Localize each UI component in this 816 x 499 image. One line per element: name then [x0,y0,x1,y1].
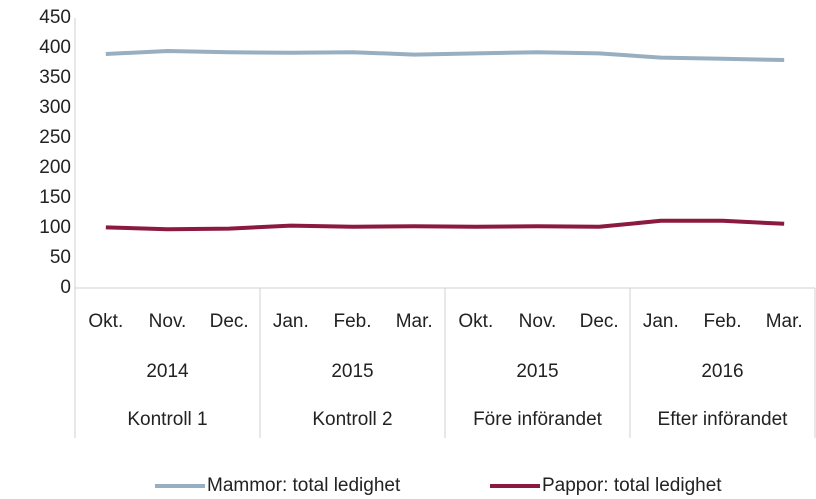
group-label: Efter införandet [658,409,789,430]
group-year: 2015 [331,361,373,382]
legend-label: Mammor: total ledighet [207,475,401,496]
x-tick-label: Dec. [580,311,619,332]
x-tick-label: Jan. [643,311,679,332]
legend-label: Pappor: total ledighet [542,475,722,496]
x-tick-label: Jan. [273,311,309,332]
line-series [105,218,785,232]
x-tick-label: Mar. [396,311,433,332]
y-tick-label: 50 [50,247,71,268]
x-tick-label: Okt. [88,311,123,332]
group-label: Före införandet [473,409,603,430]
y-tick-label: 0 [60,277,71,298]
y-tick-label: 300 [39,97,71,118]
x-tick-label: Mar. [766,311,803,332]
group-year: 2016 [701,361,743,382]
x-tick-label: Feb. [703,311,741,332]
x-tick-label: Nov. [149,311,187,332]
y-tick-label: 250 [39,127,71,148]
y-tick-label: 450 [39,7,71,28]
x-tick-label: Feb. [333,311,371,332]
y-tick-label: 100 [39,217,71,238]
x-tick-label: Okt. [458,311,493,332]
y-tick-label: 150 [39,187,71,208]
line-series [105,49,785,62]
group-label: Kontroll 2 [312,409,392,430]
y-tick-label: 400 [39,37,71,58]
y-tick-label: 200 [39,157,71,178]
group-year: 2015 [516,361,558,382]
x-tick-label: Dec. [210,311,249,332]
y-tick-label: 350 [39,67,71,88]
group-label: Kontroll 1 [127,409,207,430]
x-tick-label: Nov. [519,311,557,332]
group-year: 2014 [146,361,189,382]
